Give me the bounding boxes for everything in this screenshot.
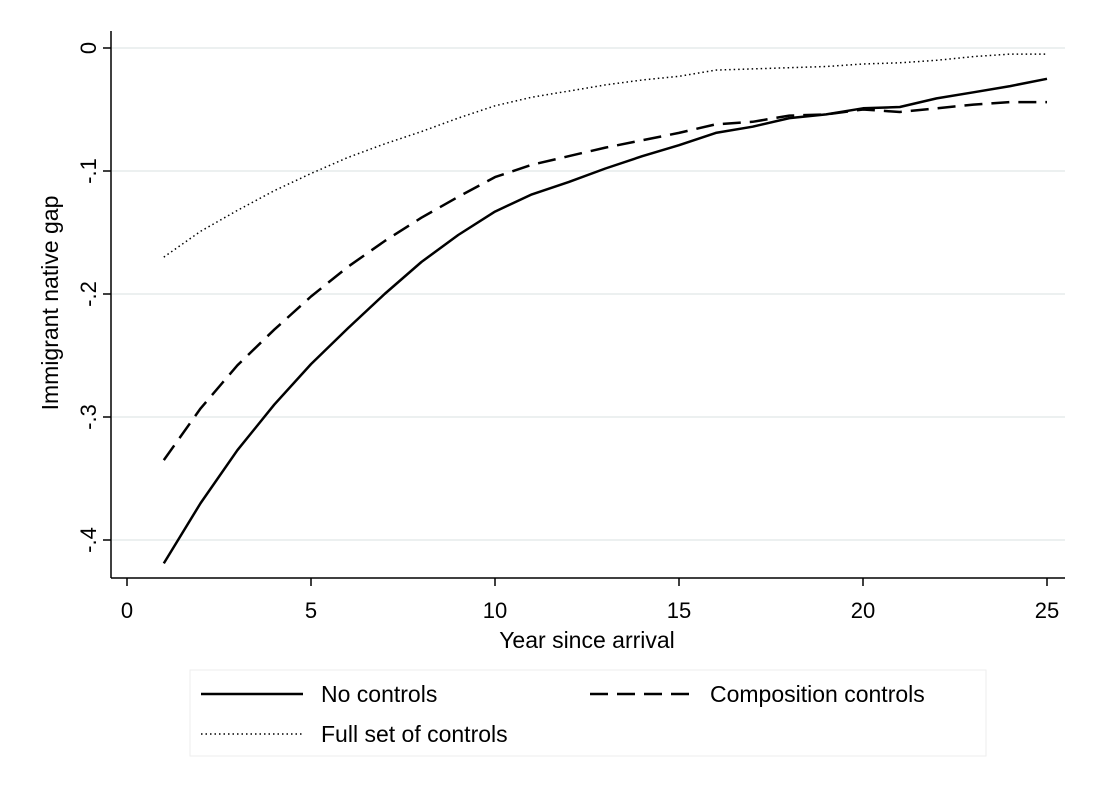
y-tick-label-3: -.3: [76, 404, 101, 430]
series-lines: [162, 53, 1048, 565]
ticks: 0 5 10 15 20 25 0 -.1 -.2 -.3 -.4: [76, 42, 1059, 623]
x-tick-label-1: 5: [305, 598, 317, 623]
y-tick-label-2: -.2: [76, 281, 101, 307]
x-tick-label-4: 20: [851, 598, 875, 623]
legend-label-composition-controls: Composition controls: [710, 681, 925, 707]
legend-label-full-set-of-controls: Full set of controls: [321, 721, 508, 747]
legend-label-no-controls: No controls: [321, 681, 437, 707]
x-axis-label: Year since arrival: [499, 627, 675, 653]
y-tick-label-4: -.4: [76, 527, 101, 553]
gridlines: [112, 47, 1065, 541]
legend: No controls Composition controls Full se…: [189, 669, 987, 757]
y-tick-label-0: 0: [76, 42, 101, 54]
y-tick-label-1: -.1: [76, 158, 101, 184]
series-line-composition-controls: [162, 100, 1047, 461]
series-line-no-controls: [162, 77, 1048, 565]
series-line-full-set-of-controls: [163, 53, 1047, 258]
legend-box: [189, 669, 987, 757]
x-tick-label-5: 25: [1035, 598, 1059, 623]
x-tick-label-3: 15: [667, 598, 691, 623]
x-tick-label-2: 10: [483, 598, 507, 623]
y-axis-label: Immigrant native gap: [37, 196, 63, 411]
x-tick-label-0: 0: [121, 598, 133, 623]
axes: [110, 31, 1065, 579]
